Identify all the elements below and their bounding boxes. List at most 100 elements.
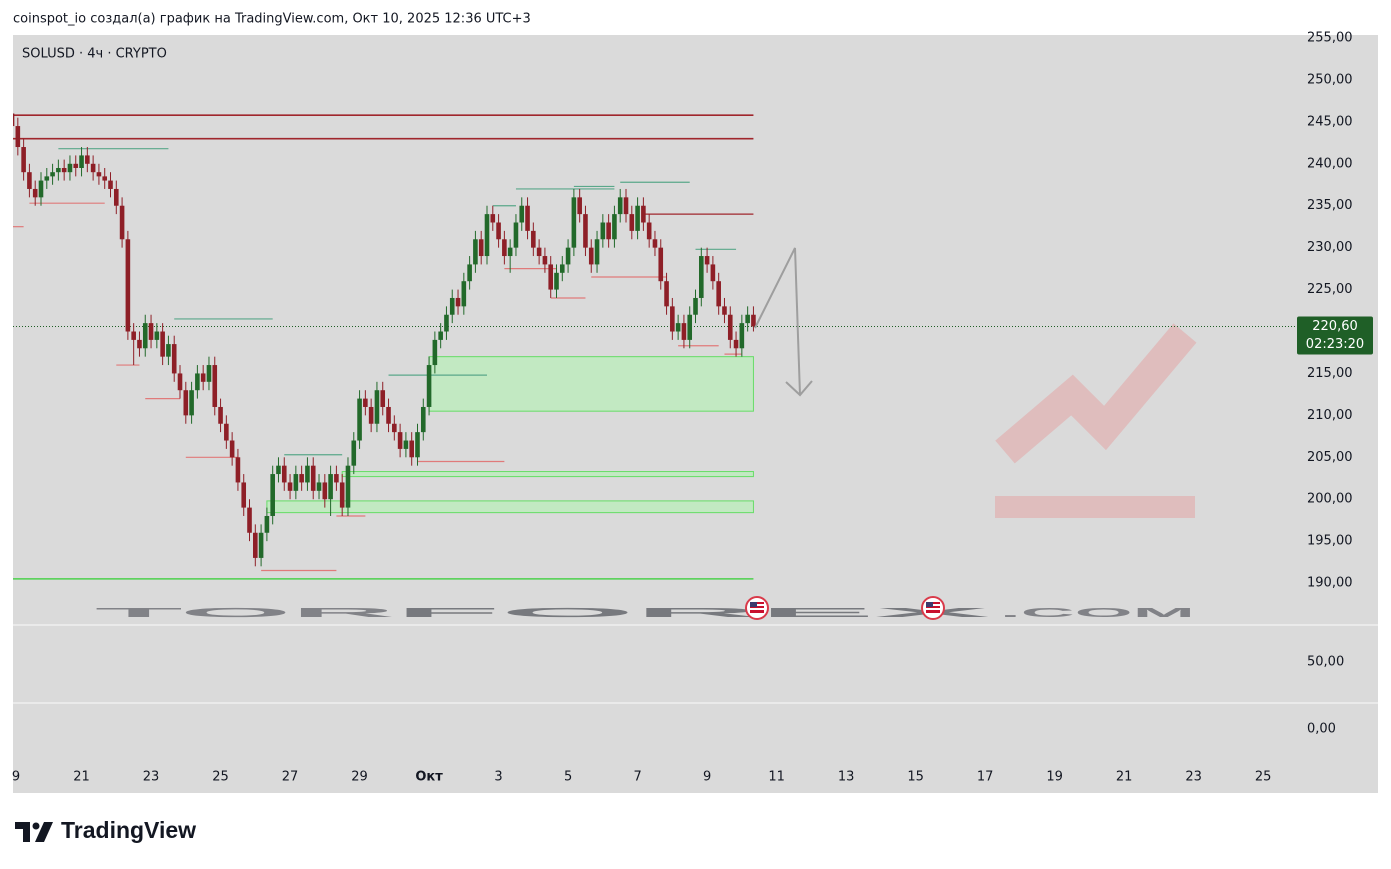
candle-body: [368, 406, 374, 424]
candle-body: [490, 214, 496, 223]
candle-body: [455, 297, 461, 307]
y-tick-label: 245,00: [1307, 114, 1353, 129]
symbol-legend: SOLUSD · 4ч · CRYPTO: [22, 47, 167, 62]
watermark-arrow: [995, 323, 1197, 464]
candle-body: [90, 163, 96, 173]
candle-body: [426, 365, 432, 407]
candle-body: [536, 247, 542, 257]
plot-area: [13, 113, 1295, 580]
candle-body: [444, 314, 449, 332]
candle-body: [171, 344, 177, 374]
candle-body: [56, 167, 61, 173]
candle-body: [183, 390, 189, 416]
x-tick-label: 25: [1255, 770, 1272, 785]
candle-body: [554, 272, 559, 290]
x-tick-label: 23: [1185, 770, 1202, 785]
candle-body: [722, 306, 727, 315]
watermark-text: .COM: [1000, 605, 1195, 620]
candle-body: [137, 339, 142, 349]
candle-body: [646, 222, 652, 240]
candle-body: [61, 167, 67, 173]
candle-body: [629, 214, 635, 231]
y-tick-label: 210,00: [1307, 408, 1353, 423]
candle-body: [13, 113, 15, 127]
candle-body: [264, 515, 270, 533]
candle-body: [588, 247, 594, 265]
candle-body: [670, 306, 675, 332]
candle-body: [357, 398, 362, 441]
candle-body: [664, 281, 669, 307]
flag-stripe: [926, 608, 940, 610]
candle-body: [745, 314, 750, 324]
candle-body: [235, 457, 241, 483]
flag-stripe: [750, 608, 764, 610]
candle-body: [623, 197, 629, 215]
logo-mark: [15, 822, 30, 842]
x-tick-label: 25: [212, 770, 229, 785]
watermark-text: FOREX: [395, 605, 994, 620]
candle-body: [559, 264, 565, 273]
candle-body: [177, 373, 183, 391]
candle-body: [432, 339, 438, 366]
candle-body: [397, 432, 403, 449]
candle-body: [502, 239, 507, 257]
candle-body: [125, 239, 131, 332]
candle-body: [600, 222, 606, 240]
candle-body: [334, 474, 339, 483]
candle-body: [189, 390, 194, 416]
event-icon[interactable]: [745, 596, 769, 620]
candle-body: [635, 205, 640, 231]
candle-body: [415, 432, 420, 458]
candle-body: [206, 365, 212, 382]
candle-body: [195, 373, 200, 391]
y-tick-label: 225,00: [1307, 282, 1353, 297]
candle-body: [316, 482, 322, 491]
candle-body: [119, 205, 125, 240]
y-tick-label: 230,00: [1307, 240, 1353, 255]
candle-body: [542, 256, 548, 265]
candle-body: [531, 230, 536, 248]
candle-body: [513, 222, 519, 248]
x-tick-label: 29: [351, 770, 368, 785]
candle-body: [96, 172, 102, 177]
y-tick-label: 195,00: [1307, 534, 1353, 549]
candle-body: [374, 390, 380, 424]
candle-body: [79, 155, 84, 168]
candle-body: [716, 281, 721, 307]
candle-body: [583, 214, 588, 248]
candle-body: [131, 331, 136, 340]
candle-body: [166, 344, 171, 357]
forecast-arrow: [754, 247, 813, 397]
candle-body: [704, 256, 710, 265]
candle-body: [212, 365, 218, 407]
candle-body: [21, 147, 26, 173]
candle-body: [386, 406, 391, 424]
candle-body: [15, 126, 21, 148]
candle-body: [102, 176, 108, 181]
candle-body: [420, 406, 426, 433]
candle-body: [612, 214, 617, 240]
brand-logo: TradingView: [15, 817, 196, 843]
candle-body: [519, 205, 525, 223]
candle-body: [27, 172, 32, 189]
candle-body: [751, 314, 756, 327]
x-tick-label: 7: [633, 770, 641, 785]
candle-body: [484, 214, 490, 257]
y-tick-label: 0,00: [1307, 721, 1336, 736]
candle-body: [270, 474, 275, 516]
event-icon[interactable]: [921, 596, 945, 620]
flag-stripes: [926, 602, 940, 613]
candle-body: [32, 188, 38, 198]
y-tick-label: 235,00: [1307, 198, 1353, 213]
x-tick-label: 21: [73, 770, 90, 785]
candle-body: [281, 465, 287, 483]
candle-body: [229, 440, 235, 458]
candle-body: [322, 482, 328, 500]
candle-body: [675, 323, 681, 332]
candle-body: [339, 482, 345, 508]
flag-stripes: [750, 602, 764, 613]
candle-body: [253, 532, 258, 558]
candle-body: [380, 390, 386, 407]
candle-body: [351, 440, 357, 466]
candle-body: [409, 440, 414, 458]
